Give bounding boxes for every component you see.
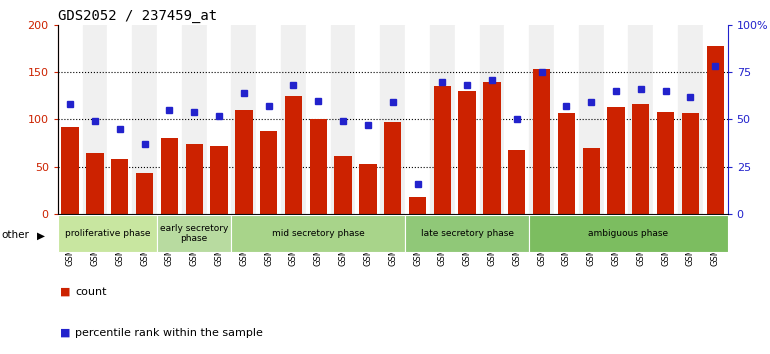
Bar xyxy=(554,25,579,214)
Bar xyxy=(232,215,405,252)
Bar xyxy=(430,25,455,214)
Bar xyxy=(409,197,427,214)
Text: ■: ■ xyxy=(60,328,71,338)
Bar xyxy=(458,91,476,214)
Bar xyxy=(235,110,253,214)
Bar xyxy=(604,25,628,214)
Bar xyxy=(529,25,554,214)
Bar xyxy=(504,25,529,214)
Bar xyxy=(653,25,678,214)
Bar xyxy=(681,113,699,214)
Bar xyxy=(260,131,277,214)
Bar xyxy=(703,25,728,214)
Bar xyxy=(132,25,157,214)
Text: other: other xyxy=(2,230,29,240)
Bar xyxy=(480,25,504,214)
Bar xyxy=(455,25,480,214)
Bar xyxy=(628,25,653,214)
Text: GDS2052 / 237459_at: GDS2052 / 237459_at xyxy=(58,9,217,23)
Bar xyxy=(161,138,178,214)
Bar xyxy=(380,25,405,214)
Bar xyxy=(608,107,624,214)
Text: percentile rank within the sample: percentile rank within the sample xyxy=(75,328,263,338)
Bar xyxy=(206,25,232,214)
Text: ▶: ▶ xyxy=(37,230,45,240)
Text: early secretory
phase: early secretory phase xyxy=(160,224,229,243)
Bar xyxy=(508,150,525,214)
Bar xyxy=(107,25,132,214)
Bar xyxy=(157,25,182,214)
Bar xyxy=(533,69,551,214)
Bar xyxy=(58,215,157,252)
Bar xyxy=(405,215,529,252)
Bar xyxy=(359,164,377,214)
Bar xyxy=(256,25,281,214)
Bar xyxy=(334,156,352,214)
Bar xyxy=(707,46,724,214)
Bar xyxy=(182,25,206,214)
Bar xyxy=(678,25,703,214)
Bar xyxy=(111,159,129,214)
Bar xyxy=(58,25,82,214)
Bar xyxy=(157,215,232,252)
Bar xyxy=(557,113,575,214)
Text: count: count xyxy=(75,287,107,297)
Text: late secretory phase: late secretory phase xyxy=(420,229,514,238)
Bar xyxy=(330,25,356,214)
Text: ■: ■ xyxy=(60,287,71,297)
Bar xyxy=(582,148,600,214)
Bar xyxy=(384,122,401,214)
Bar xyxy=(136,172,153,214)
Text: proliferative phase: proliferative phase xyxy=(65,229,150,238)
Bar xyxy=(281,25,306,214)
Bar xyxy=(82,25,107,214)
Bar xyxy=(306,25,330,214)
Bar xyxy=(529,215,728,252)
Bar xyxy=(210,146,228,214)
Bar xyxy=(356,25,380,214)
Bar xyxy=(62,127,79,214)
Text: mid secretory phase: mid secretory phase xyxy=(272,229,365,238)
Bar xyxy=(632,104,649,214)
Bar xyxy=(434,86,451,214)
Bar xyxy=(657,112,675,214)
Bar xyxy=(86,153,104,214)
Bar xyxy=(579,25,604,214)
Bar xyxy=(484,81,500,214)
Bar xyxy=(405,25,430,214)
Bar xyxy=(310,119,327,214)
Bar xyxy=(232,25,256,214)
Bar xyxy=(285,96,302,214)
Bar xyxy=(186,144,203,214)
Text: ambiguous phase: ambiguous phase xyxy=(588,229,668,238)
